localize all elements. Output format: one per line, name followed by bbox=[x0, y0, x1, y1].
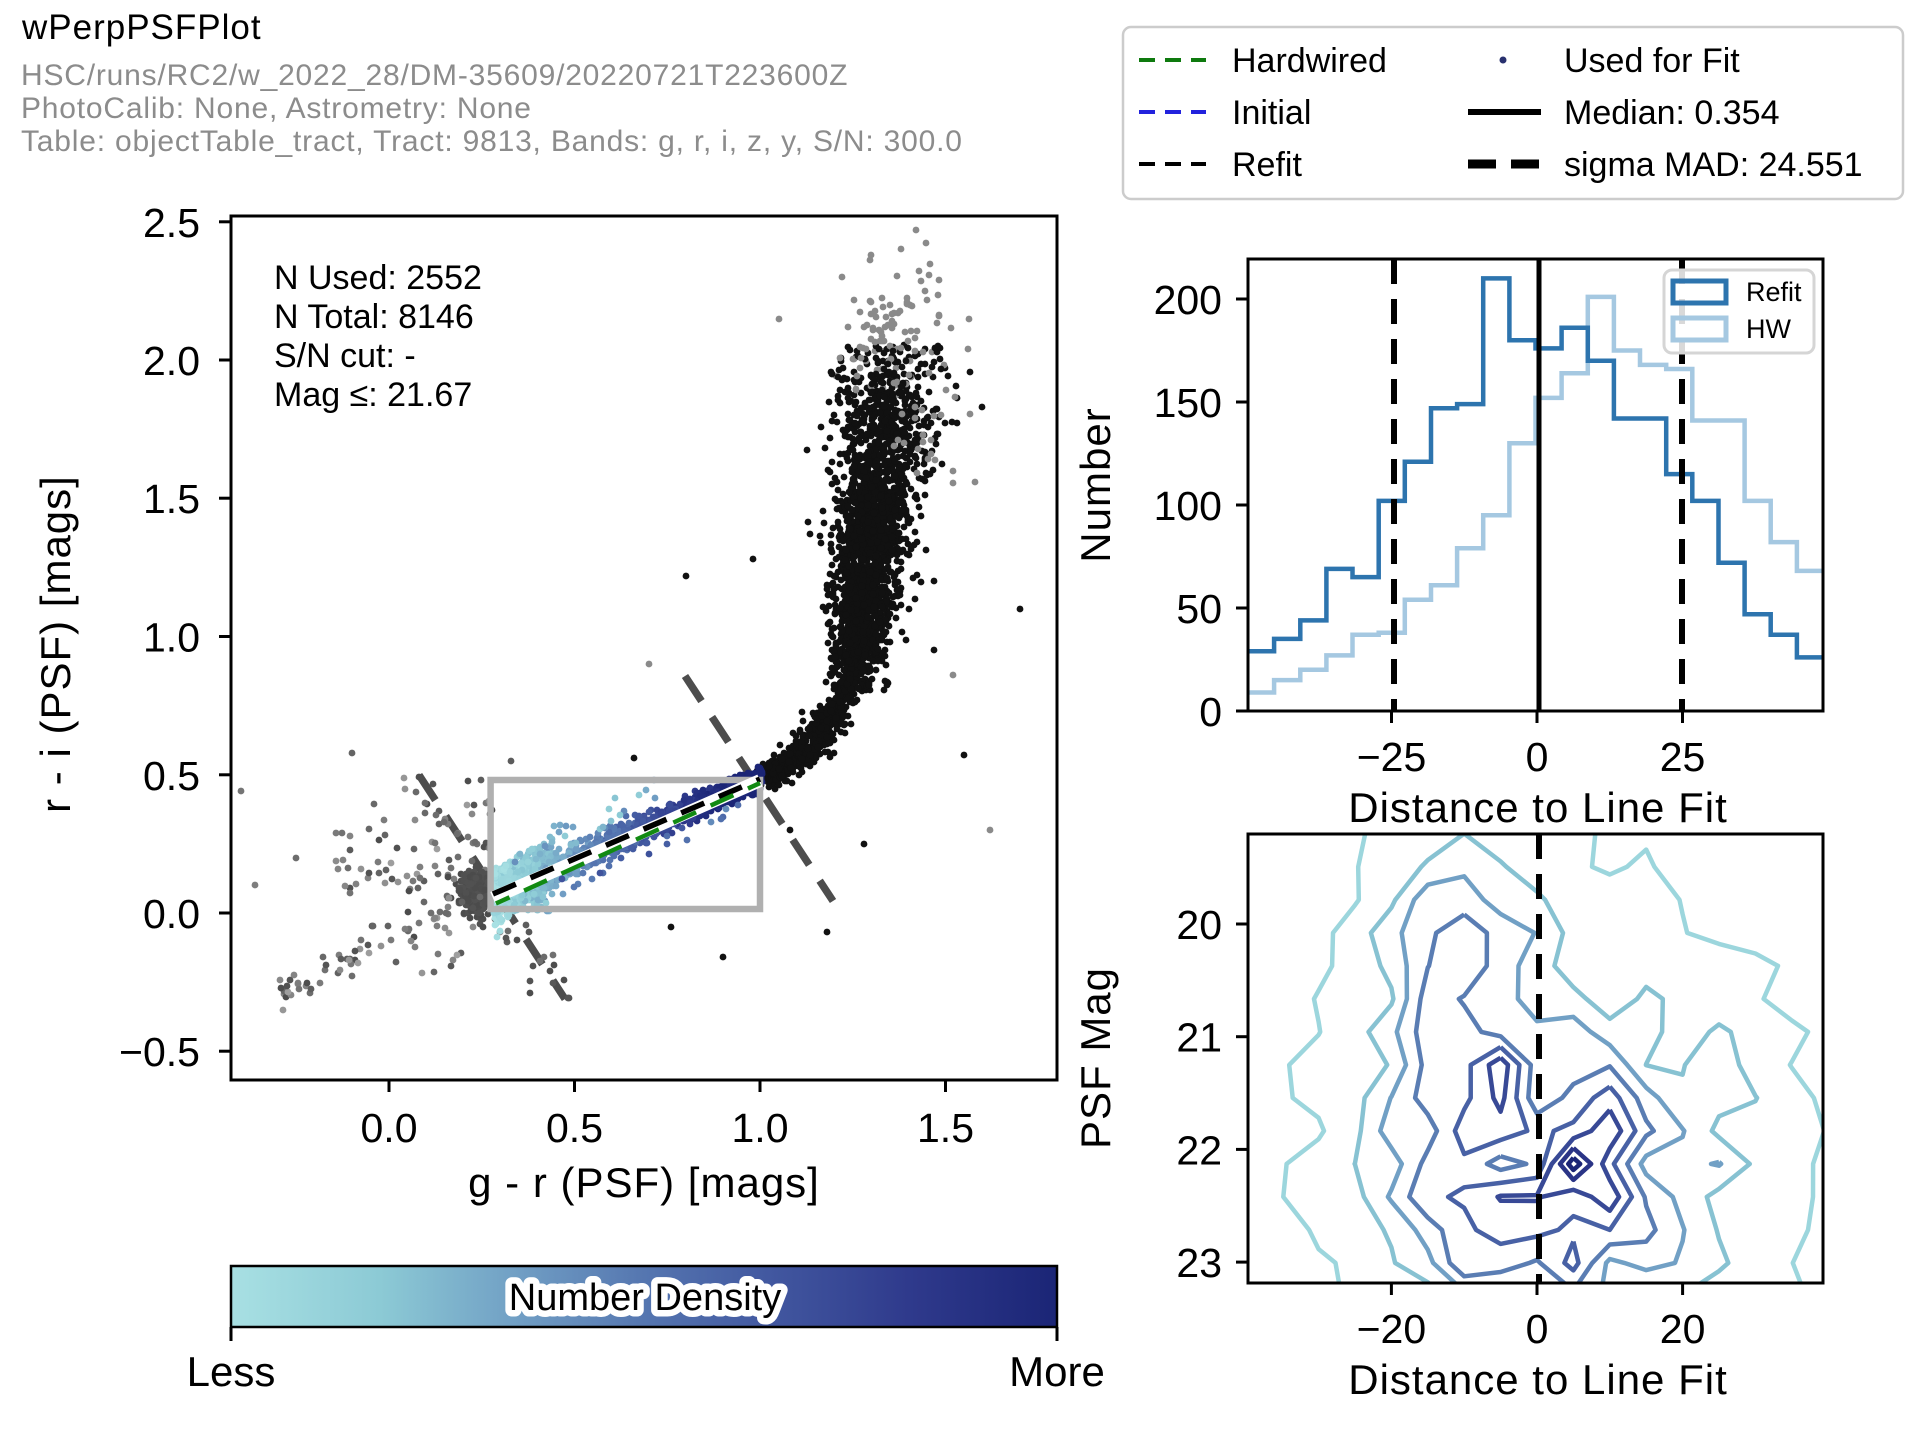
svg-text:HSC/runs/RC2/w_2022_28/DM-3560: HSC/runs/RC2/w_2022_28/DM-35609/20220721… bbox=[21, 59, 848, 92]
svg-text:wPerpPSFPlot: wPerpPSFPlot bbox=[21, 8, 262, 47]
svg-text:Table: objectTable_tract, Trac: Table: objectTable_tract, Tract: 9813, B… bbox=[21, 125, 963, 158]
svg-text:PhotoCalib: None, Astrometry:: PhotoCalib: None, Astrometry: None bbox=[21, 92, 532, 125]
